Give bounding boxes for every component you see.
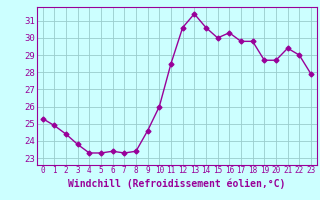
X-axis label: Windchill (Refroidissement éolien,°C): Windchill (Refroidissement éolien,°C) (68, 178, 285, 189)
